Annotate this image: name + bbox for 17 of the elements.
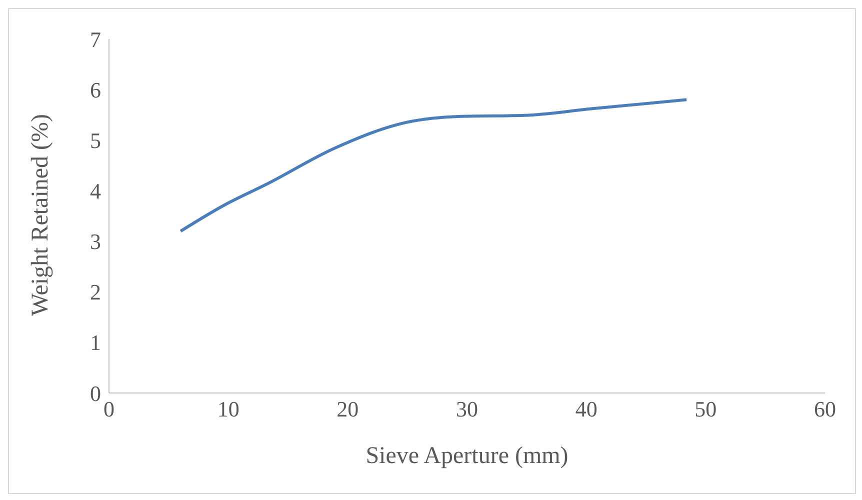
y-tick-label: 5: [90, 128, 101, 153]
x-tick-label: 30: [456, 396, 478, 422]
x-axis-title: Sieve Aperture (mm): [366, 443, 568, 469]
x-tick-label: 10: [217, 396, 240, 422]
y-tick-label: 1: [90, 330, 101, 356]
y-tick-label: 4: [90, 178, 101, 204]
line-series: [179, 98, 688, 233]
x-tick-label: 20: [336, 396, 359, 422]
y-tick-label: 0: [90, 380, 101, 406]
y-tick-label: 2: [90, 280, 101, 305]
y-tick-label: 7: [90, 26, 101, 52]
y-axis-title: Weight Retained (%): [28, 114, 54, 316]
x-tick-label: 60: [814, 396, 836, 422]
y-tick-label: 6: [90, 77, 101, 102]
x-tick-label: 50: [694, 396, 717, 422]
x-tick-label: 40: [575, 396, 598, 422]
y-tick-label: 3: [90, 229, 101, 254]
